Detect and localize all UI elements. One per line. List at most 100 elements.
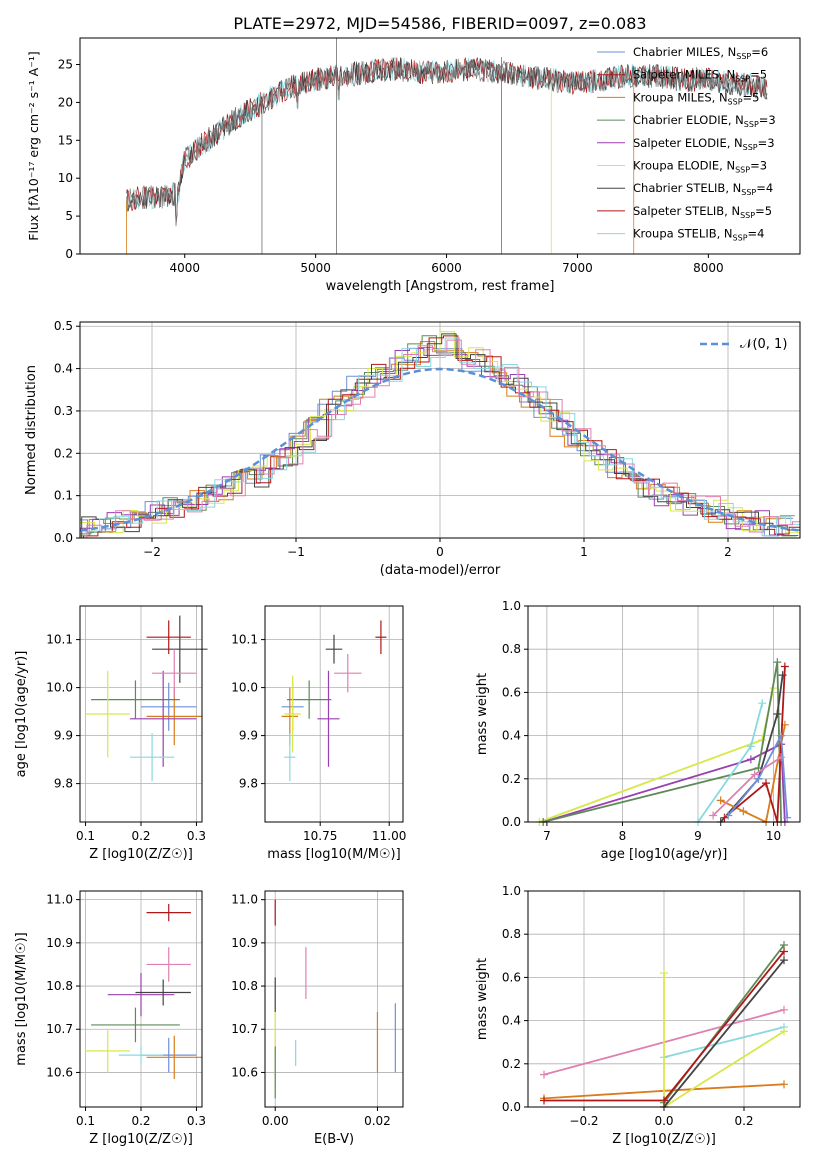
normal-curve bbox=[79, 367, 801, 532]
series-marker bbox=[660, 969, 668, 978]
y-tick-label: 15 bbox=[58, 133, 73, 147]
y-axis-label: mass [log10(M/M☉)] bbox=[14, 932, 29, 1065]
panel-age-vs-mass: 10.75 11.00 9.8 9.9 10.0 10.1 mass [log10(M/M☉… bbox=[231, 605, 406, 862]
y-axis-label: mass weight bbox=[475, 673, 490, 755]
y-tick-label: 9.8 bbox=[239, 777, 258, 791]
legend-value: =4 bbox=[756, 181, 773, 195]
panels: 4000 5000 6000 7000 80000510152025wavelength… bbox=[14, 37, 801, 1147]
series-marker bbox=[773, 710, 782, 718]
x-tick-label: 0.2 bbox=[131, 829, 150, 843]
x-axis-label: Z [log10(Z/Z☉)] bbox=[89, 847, 193, 862]
legend-label: Kroupa STELIB, N bbox=[633, 227, 733, 241]
legend-value: =3 bbox=[750, 159, 767, 173]
legend-label: Salpeter STELIB, N bbox=[633, 204, 740, 218]
series-line bbox=[663, 959, 785, 1108]
legend-label: Salpeter ELODIE, N bbox=[633, 136, 743, 150]
y-tick-label: 10.1 bbox=[46, 633, 73, 647]
y-tick-label: 10.7 bbox=[46, 1022, 73, 1036]
legend-value: =5 bbox=[755, 204, 772, 218]
legend-sub: SSP bbox=[741, 188, 756, 197]
x-tick-label: 10 bbox=[766, 829, 781, 843]
series-marker bbox=[540, 1070, 548, 1079]
legend-value: =5 bbox=[743, 90, 760, 104]
histogram-step bbox=[86, 339, 800, 538]
series-marker bbox=[739, 807, 748, 816]
y-tick-label: 0.4 bbox=[502, 1014, 521, 1028]
x-tick-label: 0 bbox=[436, 545, 444, 559]
legend-sub: SSP bbox=[733, 234, 748, 243]
legend-sub: SSP bbox=[736, 52, 751, 61]
series-line bbox=[542, 662, 782, 823]
y-axis-label: Flux [fλ10⁻¹⁷ erg cm⁻² s⁻¹ A⁻¹] bbox=[26, 51, 41, 240]
y-tick-label: 10.0 bbox=[46, 681, 73, 695]
x-tick-label: 0.1 bbox=[76, 829, 95, 843]
y-tick-label: 0.4 bbox=[54, 362, 73, 376]
x-tick-label: 8 bbox=[619, 829, 627, 843]
x-tick-label: 9 bbox=[694, 829, 702, 843]
y-tick-label: 0 bbox=[65, 247, 73, 261]
legend-sub: SSP bbox=[740, 211, 755, 220]
y-tick-label: 10.7 bbox=[231, 1022, 258, 1036]
y-tick-label: 11.0 bbox=[46, 893, 73, 907]
series-marker bbox=[724, 811, 733, 820]
x-tick-label: 7000 bbox=[562, 261, 593, 275]
y-tick-label: 10.6 bbox=[46, 1065, 73, 1079]
legend-value: =3 bbox=[758, 136, 775, 150]
y-tick-label: 5 bbox=[65, 209, 73, 223]
x-tick-label: 0.00 bbox=[262, 1114, 289, 1128]
y-tick-label: 10.6 bbox=[231, 1065, 258, 1079]
y-tick-label: 0.3 bbox=[54, 404, 73, 418]
legend-label: Chabrier STELIB, N bbox=[633, 181, 741, 195]
series-marker bbox=[780, 662, 789, 671]
panel-mass-weight-vs-age: 7 8 9 10 0.0 0.2 0.4 0.6 0.8 1.0 age [log10(age/yr… bbox=[475, 599, 801, 862]
y-tick-label: 1.0 bbox=[502, 884, 521, 898]
axes-frame bbox=[264, 890, 404, 1108]
x-tick-label: 0.3 bbox=[187, 829, 206, 843]
series-marker bbox=[780, 947, 788, 956]
series-marker bbox=[780, 1080, 788, 1089]
histogram-step bbox=[83, 335, 800, 538]
legend-label: Chabrier MILES, N bbox=[633, 45, 736, 59]
x-tick-label: 0.2 bbox=[131, 1114, 150, 1128]
legend-label: Salpeter MILES, N bbox=[633, 68, 735, 82]
x-tick-label: 0.02 bbox=[364, 1114, 391, 1128]
x-tick-label: 4000 bbox=[169, 261, 200, 275]
x-axis-label: (data-model)/error bbox=[380, 563, 501, 578]
legend-value: =6 bbox=[751, 45, 768, 59]
series-marker bbox=[746, 742, 755, 751]
y-tick-label: 0.0 bbox=[502, 815, 521, 829]
y-tick-label: 0.0 bbox=[502, 1100, 521, 1114]
panel-mass-vs-Z: 0.1 0.2 0.3 10.6 10.7 10.8 10.9 11.0 Z [log10(Z/… bbox=[14, 890, 206, 1147]
x-tick-label: 0.1 bbox=[76, 1114, 95, 1128]
legend-entry: Salpeter STELIB, NSSP=5 bbox=[633, 204, 772, 220]
panel-mass-vs-EBV: 0.00 0.02 10.6 10.7 10.8 10.9 11.0 E(B-V) bbox=[231, 890, 404, 1147]
series-marker bbox=[746, 755, 755, 764]
legend-entry: Kroupa MILES, NSSP=5 bbox=[633, 90, 759, 106]
series-marker bbox=[777, 753, 786, 762]
legend-label: Kroupa ELODIE, N bbox=[633, 159, 735, 173]
x-tick-label: 11.00 bbox=[372, 829, 406, 843]
axes-frame bbox=[79, 605, 203, 823]
x-tick-label: 0.0 bbox=[654, 1114, 673, 1128]
legend-sub: SSP bbox=[743, 143, 758, 152]
histogram-step bbox=[84, 337, 800, 538]
series-line bbox=[663, 1026, 785, 1059]
series-line bbox=[720, 724, 786, 824]
x-tick-label: 5000 bbox=[300, 261, 331, 275]
y-axis-label: Normed distribution bbox=[24, 365, 39, 495]
series-line bbox=[727, 732, 789, 818]
x-axis-label: age [log10(age/yr)] bbox=[601, 847, 728, 862]
legend-sub: SSP bbox=[744, 120, 759, 129]
y-tick-label: 0.1 bbox=[54, 489, 73, 503]
histogram-step bbox=[80, 341, 795, 537]
panel-spectrum: 4000 5000 6000 7000 8000 0 5 10 15 20 25 wavelength… bbox=[26, 37, 801, 294]
y-tick-label: 0.2 bbox=[502, 1057, 521, 1071]
y-tick-label: 0.2 bbox=[502, 772, 521, 786]
panel-residual-histogram: −2 −1 0 1 2 0.0 0.1 0.2 0.3 0.4 0.5 (data-model)/er… bbox=[24, 319, 801, 578]
x-tick-label: 1 bbox=[580, 545, 588, 559]
legend-label: Chabrier ELODIE, N bbox=[633, 113, 744, 127]
legend-sub: SSP bbox=[735, 75, 750, 84]
y-tick-label: 0.5 bbox=[54, 319, 73, 333]
x-axis-label: mass [log10(M/M☉)] bbox=[267, 847, 400, 862]
series-marker bbox=[754, 774, 763, 783]
